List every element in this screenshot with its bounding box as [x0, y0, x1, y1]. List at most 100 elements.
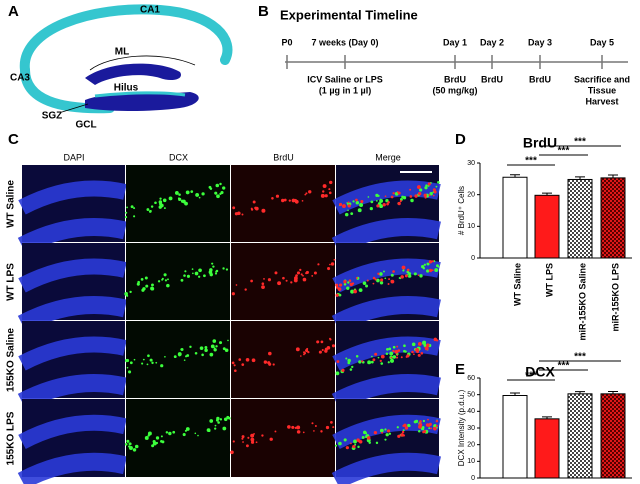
cell-dot	[370, 360, 374, 364]
cell-dot	[344, 212, 349, 217]
cell-dot	[127, 370, 132, 374]
cell-dot	[386, 347, 389, 351]
cell-dot	[281, 198, 285, 203]
significance-label: ***	[558, 146, 570, 157]
cell-dot	[431, 260, 434, 263]
cell-dot	[241, 213, 244, 216]
cell-dot	[388, 432, 392, 435]
cell-dot	[219, 418, 223, 421]
panel-label: A	[8, 3, 19, 20]
cell-dot	[217, 421, 220, 424]
cell-dot	[320, 193, 325, 198]
cell-dot	[142, 358, 145, 361]
cell-dot	[209, 352, 214, 357]
cell-dot	[180, 278, 184, 282]
cell-dot	[384, 277, 387, 280]
cell-dot	[402, 434, 406, 437]
cell-dot	[178, 193, 181, 196]
cell-dot	[392, 192, 395, 195]
cell-dot	[231, 292, 235, 296]
cell-dot	[154, 201, 157, 205]
cell-dot	[165, 431, 169, 434]
x-tick-label: WT Saline	[512, 263, 522, 306]
cell-dot	[423, 193, 427, 197]
cell-dot	[226, 415, 230, 420]
cell-dot	[352, 444, 356, 449]
cell-dot	[379, 359, 382, 362]
cell-dot	[216, 194, 220, 199]
cell-dot	[402, 196, 407, 200]
cell-dot	[355, 354, 359, 358]
cell-dot	[350, 289, 355, 294]
cell-dot	[428, 194, 431, 197]
micrograph	[17, 321, 127, 410]
tissue-band	[17, 452, 127, 484]
cell-dot	[381, 431, 384, 434]
micrograph	[230, 399, 335, 477]
cell-dot	[433, 424, 437, 428]
cell-dot	[163, 207, 166, 210]
error-bar	[542, 192, 552, 196]
treatment-label: Tissue	[588, 85, 616, 95]
cell-dot	[404, 274, 408, 278]
cell-dot	[435, 185, 438, 188]
bar	[567, 178, 593, 259]
cell-dot	[296, 425, 301, 430]
cell-dot	[367, 360, 372, 365]
cell-dot	[134, 444, 139, 449]
cell-dot	[299, 268, 302, 272]
cell-dot	[272, 363, 275, 366]
cell-dot	[417, 342, 422, 346]
cell-dot	[302, 431, 305, 434]
cell-dot	[324, 194, 328, 198]
cell-dot	[190, 190, 194, 193]
cell-dot	[222, 267, 225, 270]
cell-dot	[161, 278, 164, 281]
cell-dot	[379, 281, 384, 285]
micrograph-bg	[126, 321, 230, 398]
significance-label: ***	[574, 352, 586, 363]
column-header: DCX	[169, 152, 188, 162]
error-bar	[575, 176, 585, 180]
x-tick-label: miR-155KO Saline	[577, 263, 587, 341]
cell-dot	[410, 198, 414, 203]
cell-dot	[330, 420, 333, 424]
tissue-band	[18, 180, 127, 215]
cell-dot	[365, 284, 369, 288]
cell-dot	[347, 281, 350, 284]
cell-dot	[124, 215, 128, 219]
cell-dot	[274, 271, 278, 275]
cell-dot	[339, 202, 343, 207]
cell-dot	[396, 354, 399, 357]
cell-dot	[390, 279, 395, 284]
cell-dot	[144, 276, 148, 280]
error-bar	[575, 391, 585, 394]
column-header: DAPI	[63, 152, 84, 162]
timepoint-label: Day 5	[590, 37, 614, 47]
cell-dot	[428, 260, 433, 264]
y-tick-label: 50	[467, 392, 475, 399]
cell-dot	[168, 431, 172, 436]
cell-dot	[334, 444, 338, 447]
cell-dot	[212, 265, 215, 268]
cell-dot	[349, 282, 354, 287]
treatment-label: (1 µg in 1 µl)	[319, 85, 371, 95]
y-tick-label: 0	[471, 255, 475, 262]
cell-dot	[300, 355, 302, 357]
tissue-band	[17, 218, 127, 254]
cell-dot	[343, 438, 347, 442]
cell-dot	[390, 358, 394, 363]
cell-dot	[233, 364, 236, 367]
cell-dot	[377, 272, 380, 275]
cell-dot	[343, 280, 347, 284]
cell-dot	[209, 419, 214, 423]
cell-dot	[396, 345, 399, 348]
cell-dot	[195, 193, 200, 197]
cell-dot	[347, 361, 351, 365]
panel-label: B	[258, 3, 269, 20]
cell-dot	[271, 196, 274, 200]
cell-dot	[349, 368, 353, 371]
cell-dot	[429, 427, 433, 430]
cell-dot	[373, 430, 378, 435]
cell-dot	[126, 439, 130, 443]
